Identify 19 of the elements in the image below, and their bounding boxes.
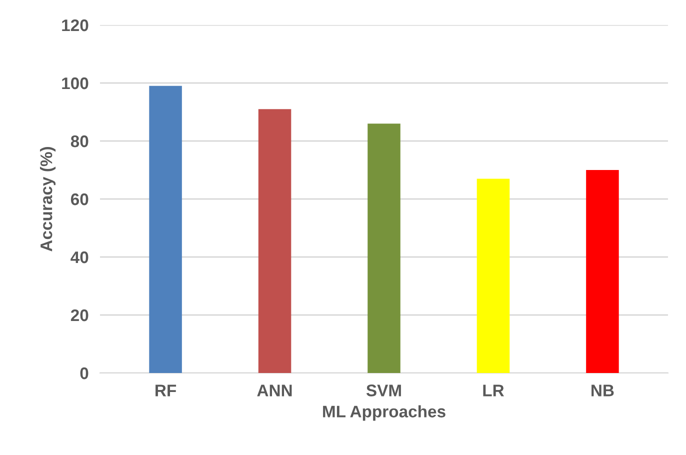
y-tick-label: 40: [70, 251, 88, 264]
y-axis-title: Accuracy (%): [40, 147, 56, 252]
x-tick-label: NB: [592, 384, 614, 396]
bar: [586, 170, 619, 373]
bar: [258, 109, 292, 373]
bar: [149, 86, 182, 373]
y-tick-label: 0: [80, 367, 88, 380]
x-tick-label: SVM: [366, 384, 401, 396]
y-tick-label: 120: [62, 19, 88, 32]
x-tick-label: ANN: [257, 384, 292, 396]
x-tick-label: RF: [156, 384, 176, 396]
y-tick-label: 80: [70, 135, 88, 148]
bar: [368, 124, 400, 373]
y-tick-label: 60: [70, 193, 88, 206]
bar: [476, 178, 510, 373]
y-tick-label: 100: [62, 77, 88, 90]
x-tick-label: LR: [483, 384, 504, 396]
y-tick-label: 20: [70, 309, 88, 322]
x-axis-title: ML Approaches: [323, 405, 446, 421]
